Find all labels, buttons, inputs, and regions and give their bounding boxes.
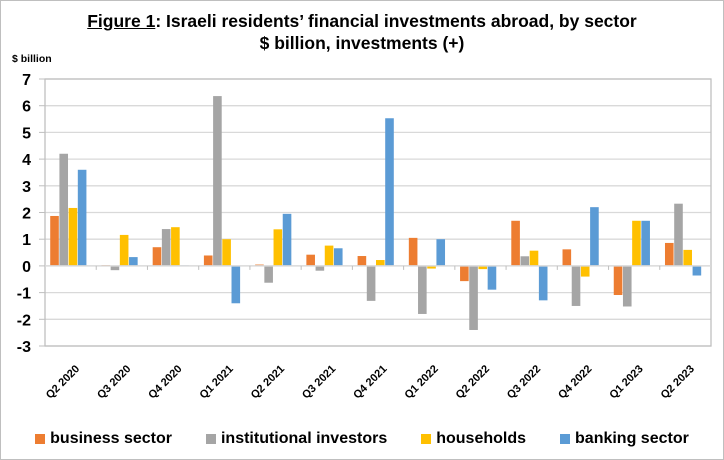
bar-institutional-investors: [315, 265, 325, 271]
bar-banking-sector: [282, 213, 292, 266]
bar-business-sector: [357, 256, 367, 266]
x-tick-label: Q4 2021: [351, 363, 389, 401]
bar-institutional-investors: [674, 203, 683, 266]
bar-business-sector: [152, 247, 162, 266]
bar-households: [376, 260, 385, 266]
bar-business-sector: [306, 254, 315, 266]
x-tick-label: Q2 2022: [454, 363, 492, 401]
y-tick-label: -2: [17, 312, 31, 329]
legend-label: households: [436, 430, 527, 447]
bar-banking-sector: [641, 220, 650, 266]
y-tick-label: 2: [22, 206, 31, 223]
legend-item: banking sector: [560, 430, 689, 448]
x-tick-label: Q3 2020: [95, 363, 133, 401]
chart-subtitle: $ billion, investments (+): [259, 33, 465, 53]
y-tick-label: 4: [22, 152, 31, 169]
x-tick-label: Q3 2022: [505, 363, 543, 401]
bar-households: [529, 250, 539, 266]
bar-institutional-investors: [161, 229, 171, 266]
x-tick-label: Q2 2021: [249, 363, 287, 401]
y-tick-label: 1: [22, 232, 31, 249]
x-tick-label: Q3 2021: [300, 363, 338, 401]
chart-title-text: : Israeli residents’ financial investmen…: [155, 11, 637, 31]
legend: business sector institutional investors ho…: [0, 430, 724, 448]
bar-banking-sector: [385, 118, 394, 266]
y-tick-label: 3: [22, 179, 31, 196]
y-tick-label: 7: [22, 72, 31, 89]
bar-institutional-investors: [418, 265, 427, 314]
bar-households: [68, 207, 78, 266]
legend-label: banking sector: [575, 430, 689, 447]
bar-business-sector: [562, 249, 572, 266]
legend-swatch: [421, 434, 432, 444]
bar-banking-sector: [333, 248, 343, 266]
y-tick-label: 6: [22, 99, 31, 116]
bar-institutional-investors: [366, 265, 376, 301]
bar-banking-sector: [692, 265, 702, 276]
bar-banking-sector: [590, 207, 599, 266]
x-tick-label: Q2 2020: [44, 363, 82, 401]
bar-households: [632, 220, 641, 266]
bar-institutional-investors: [110, 265, 120, 271]
y-tick-label: -3: [17, 339, 31, 356]
y-axis-unit-label: $ billion: [12, 53, 52, 65]
bar-institutional-investors: [59, 153, 69, 266]
x-tick-label: Q4 2022: [556, 363, 594, 401]
chart-title: Figure 1: Israeli residents’ financial i…: [0, 11, 724, 32]
bar-households: [683, 249, 692, 266]
bar-banking-sector: [538, 265, 548, 301]
bar-households: [478, 265, 488, 270]
legend-swatch: [35, 434, 46, 444]
bar-households: [273, 229, 283, 266]
bar-households: [222, 239, 231, 266]
plot-area-border: [44, 78, 712, 347]
bar-business-sector: [664, 242, 674, 266]
bar-institutional-investors: [264, 265, 273, 283]
bar-banking-sector: [129, 257, 138, 266]
bar-households: [580, 265, 590, 277]
legend-swatch: [560, 434, 571, 444]
bar-banking-sector: [436, 239, 446, 266]
x-tick-label: Q1 2023: [607, 363, 645, 401]
bar-banking-sector: [231, 265, 241, 304]
bar-households: [427, 265, 436, 269]
y-tick-label: -1: [17, 286, 31, 303]
y-tick-label: 5: [22, 125, 31, 142]
bar-business-sector: [408, 237, 418, 266]
y-tick-label: 0: [22, 259, 31, 276]
bar-institutional-investors: [520, 256, 530, 266]
legend-swatch: [205, 434, 216, 444]
legend-item: households: [421, 430, 526, 448]
bar-institutional-investors: [469, 265, 478, 330]
bar-business-sector: [511, 220, 520, 266]
bar-business-sector: [203, 255, 213, 266]
legend-label: business sector: [50, 430, 172, 447]
x-tick-label: Q4 2020: [146, 363, 184, 401]
x-tick-label: Q1 2021: [198, 363, 236, 401]
bar-institutional-investors: [622, 265, 632, 307]
bar-banking-sector: [77, 169, 87, 266]
bar-business-sector: [613, 265, 623, 296]
figure-label: Figure 1: [87, 11, 156, 31]
bar-institutional-investors: [571, 265, 581, 306]
x-tick-label: Q1 2022: [402, 363, 440, 401]
bar-institutional-investors: [213, 96, 222, 266]
x-tick-label: Q2 2023: [659, 363, 697, 401]
legend-label: institutional investors: [220, 430, 388, 447]
legend-item: business sector: [35, 430, 172, 448]
bar-business-sector: [50, 215, 59, 266]
legend-item: institutional investors: [205, 430, 388, 448]
bar-households: [171, 227, 180, 266]
bar-banking-sector: [487, 265, 497, 290]
bar-business-sector: [460, 265, 469, 282]
bar-households: [119, 234, 129, 266]
bar-households: [324, 245, 334, 266]
